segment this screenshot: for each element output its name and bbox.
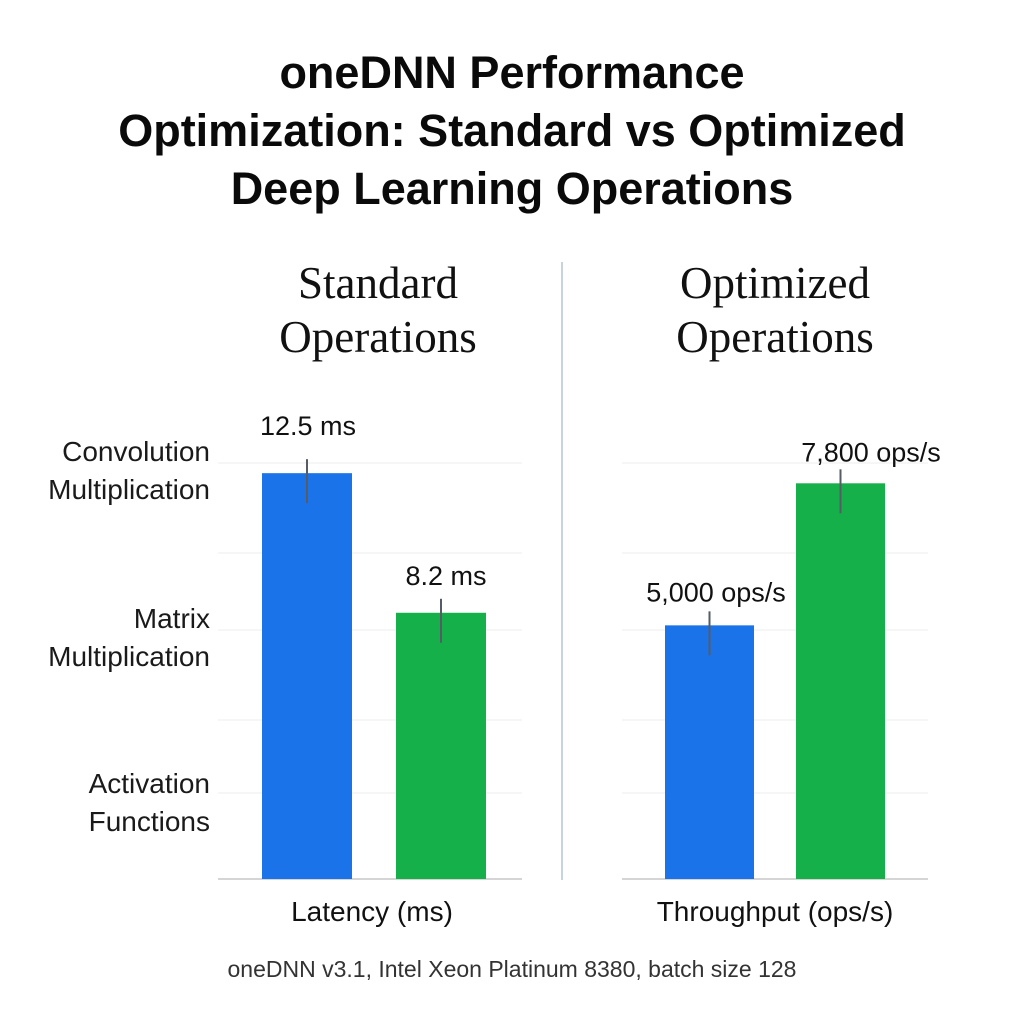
data-label: 5,000 ops/s [646, 577, 786, 607]
bar [665, 625, 754, 879]
row-label-line: Activation [88, 768, 210, 799]
row-label-matrix: Matrix Multiplication [0, 600, 210, 676]
row-label-line: Functions [88, 806, 210, 837]
row-label-line: Multiplication [48, 474, 210, 505]
data-label: 7,800 ops/s [801, 437, 941, 467]
panel-title-line: Operations [676, 312, 874, 362]
data-label: 8.2 ms [405, 561, 486, 591]
footnote: oneDNN v3.1, Intel Xeon Platinum 8380, b… [227, 956, 797, 982]
chart-title-line: oneDNN Performance [279, 47, 745, 98]
x-axis-title-throughput: Throughput (ops/s) [656, 896, 894, 927]
chart-title-line: Optimization: Standard vs Optimized [118, 105, 906, 156]
panel-title-line: Standard [298, 258, 458, 308]
panel-title-line: Operations [279, 312, 477, 362]
row-label-convolution: Convolution Multiplication [0, 433, 210, 509]
panel-title-optimized: Optimized Operations [585, 256, 965, 364]
row-label-line: Multiplication [48, 641, 210, 672]
x-axis-title-latency: Latency (ms) [291, 896, 453, 927]
row-label-line: Convolution [62, 436, 210, 467]
chart-title: oneDNN Performance Optimization: Standar… [0, 44, 1024, 218]
row-label-line: Matrix [133, 603, 210, 634]
chart-title-line: Deep Learning Operations [230, 163, 794, 214]
data-label: 12.5 ms [260, 411, 356, 441]
bar [262, 473, 352, 879]
panel-title-standard: Standard Operations [188, 256, 568, 364]
panel-title-line: Optimized [680, 258, 870, 308]
bar [796, 483, 885, 879]
bar [396, 612, 486, 879]
row-label-activation: Activation Functions [0, 765, 210, 841]
